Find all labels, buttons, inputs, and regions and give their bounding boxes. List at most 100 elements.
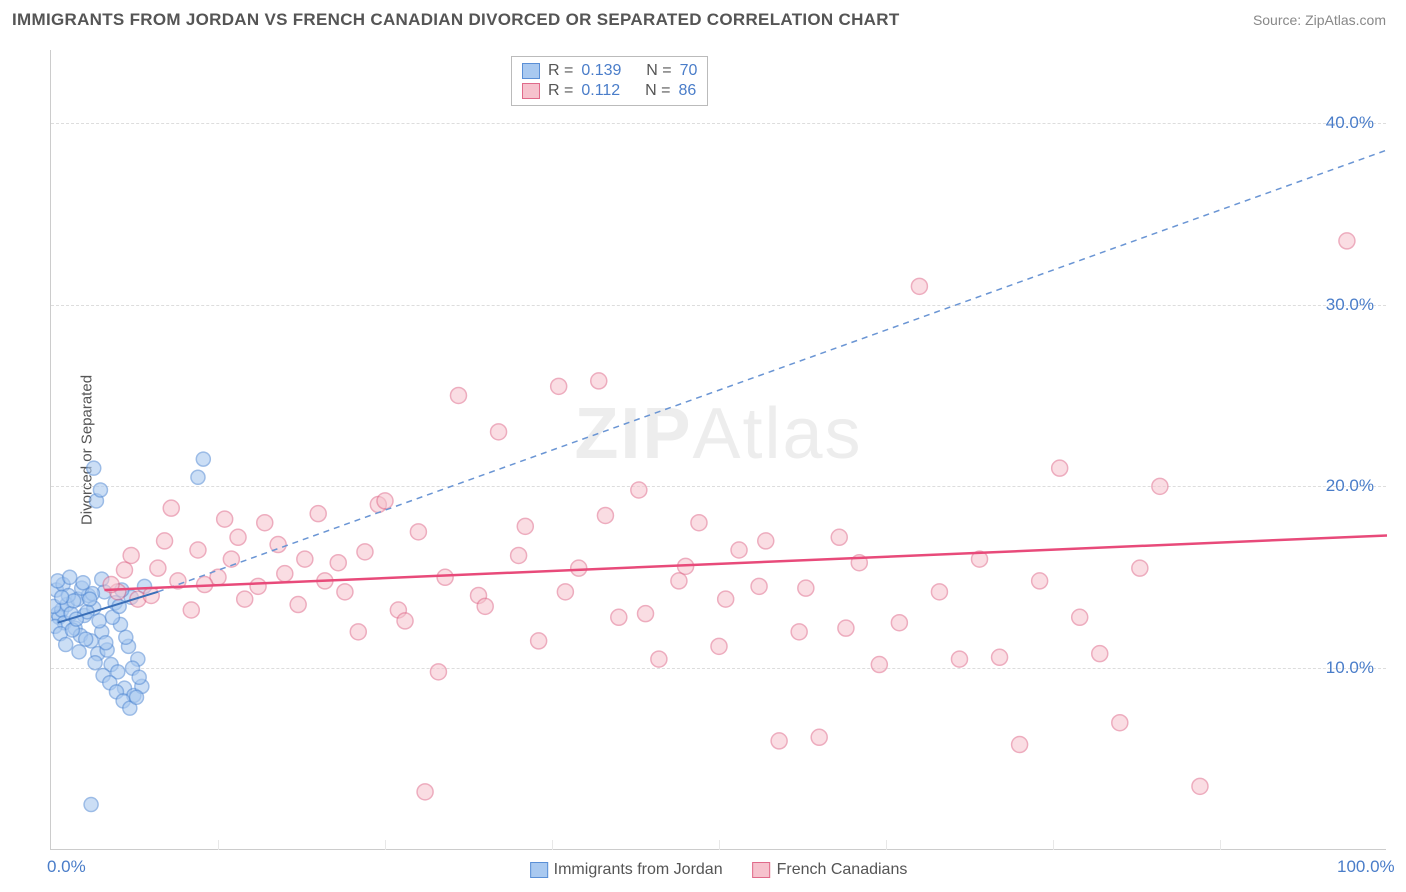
data-point bbox=[72, 645, 86, 659]
data-point bbox=[1339, 233, 1355, 249]
data-point bbox=[350, 624, 366, 640]
trend-line-extrapolate bbox=[158, 150, 1387, 592]
grid-line bbox=[51, 123, 1386, 124]
data-point bbox=[51, 574, 65, 588]
data-point bbox=[758, 533, 774, 549]
stats-row: R = 0.112 N = 86 bbox=[522, 81, 697, 101]
data-point bbox=[1132, 560, 1148, 576]
data-point bbox=[52, 610, 66, 624]
data-point bbox=[771, 733, 787, 749]
data-point bbox=[297, 551, 313, 567]
data-point bbox=[357, 544, 373, 560]
data-point bbox=[163, 500, 179, 516]
data-point bbox=[87, 601, 101, 615]
data-point bbox=[230, 529, 246, 545]
data-point bbox=[85, 587, 99, 601]
data-point bbox=[119, 630, 133, 644]
data-point bbox=[911, 278, 927, 294]
data-point bbox=[150, 560, 166, 576]
y-tick-label: 10.0% bbox=[1326, 658, 1374, 678]
data-point bbox=[951, 651, 967, 667]
data-point bbox=[99, 636, 113, 650]
y-tick-label: 30.0% bbox=[1326, 295, 1374, 315]
data-point bbox=[410, 524, 426, 540]
data-point bbox=[377, 493, 393, 509]
data-point bbox=[511, 547, 527, 563]
r-value: 0.112 bbox=[581, 82, 620, 100]
data-point bbox=[95, 572, 109, 586]
data-point bbox=[75, 581, 89, 595]
data-point bbox=[115, 583, 129, 597]
data-point bbox=[257, 515, 273, 531]
data-point bbox=[112, 599, 126, 613]
legend-swatch bbox=[522, 63, 540, 79]
data-point bbox=[491, 424, 507, 440]
data-point bbox=[330, 555, 346, 571]
data-point bbox=[210, 569, 226, 585]
data-point bbox=[92, 614, 106, 628]
data-point bbox=[100, 643, 114, 657]
x-minor-tick bbox=[385, 840, 386, 850]
data-point bbox=[798, 580, 814, 596]
data-point bbox=[1092, 646, 1108, 662]
r-label: R = bbox=[548, 62, 573, 80]
data-point bbox=[651, 651, 667, 667]
data-point bbox=[96, 668, 110, 682]
data-point bbox=[791, 624, 807, 640]
data-point bbox=[95, 625, 109, 639]
trend-line bbox=[58, 592, 158, 623]
data-point bbox=[77, 608, 91, 622]
data-point bbox=[157, 533, 173, 549]
data-point bbox=[61, 588, 75, 602]
data-point bbox=[84, 798, 98, 812]
legend-label: Immigrants from Jordan bbox=[554, 861, 723, 879]
data-point bbox=[337, 584, 353, 600]
data-point bbox=[130, 591, 146, 607]
data-point bbox=[992, 649, 1008, 665]
n-value: 86 bbox=[678, 82, 696, 100]
grid-line bbox=[51, 305, 1386, 306]
data-point bbox=[51, 583, 63, 597]
data-point bbox=[711, 638, 727, 654]
data-point bbox=[1012, 737, 1028, 753]
x-tick-label: 0.0% bbox=[47, 857, 86, 877]
data-point bbox=[80, 605, 94, 619]
data-point bbox=[104, 658, 118, 672]
data-point bbox=[390, 602, 406, 618]
data-point bbox=[471, 587, 487, 603]
data-point bbox=[76, 576, 90, 590]
data-point bbox=[68, 621, 82, 635]
data-point bbox=[103, 577, 119, 593]
data-point bbox=[55, 590, 69, 604]
x-minor-tick bbox=[552, 840, 553, 850]
data-point bbox=[871, 657, 887, 673]
data-point bbox=[191, 470, 205, 484]
data-point bbox=[811, 729, 827, 745]
data-point bbox=[718, 591, 734, 607]
data-point bbox=[430, 664, 446, 680]
data-point bbox=[81, 588, 95, 602]
data-point bbox=[931, 584, 947, 600]
data-point bbox=[127, 688, 141, 702]
data-point bbox=[79, 632, 93, 646]
data-point bbox=[317, 573, 333, 589]
data-point bbox=[571, 560, 587, 576]
grid-line bbox=[51, 486, 1386, 487]
data-point bbox=[691, 515, 707, 531]
data-point bbox=[91, 647, 105, 661]
data-point bbox=[591, 373, 607, 389]
data-point bbox=[84, 634, 98, 648]
data-point bbox=[557, 584, 573, 600]
legend-label: French Canadians bbox=[777, 861, 908, 879]
data-point bbox=[477, 598, 493, 614]
legend-item: French Canadians bbox=[753, 861, 908, 879]
legend-item: Immigrants from Jordan bbox=[530, 861, 723, 879]
chart-header: IMMIGRANTS FROM JORDAN VS FRENCH CANADIA… bbox=[0, 0, 1406, 36]
plot-area: ZIPAtlas R = 0.139 N = 70 R = 0.112 N = … bbox=[50, 50, 1386, 850]
data-point bbox=[611, 609, 627, 625]
data-point bbox=[190, 542, 206, 558]
data-point bbox=[1072, 609, 1088, 625]
data-point bbox=[105, 610, 119, 624]
data-point bbox=[437, 569, 453, 585]
data-point bbox=[638, 606, 654, 622]
